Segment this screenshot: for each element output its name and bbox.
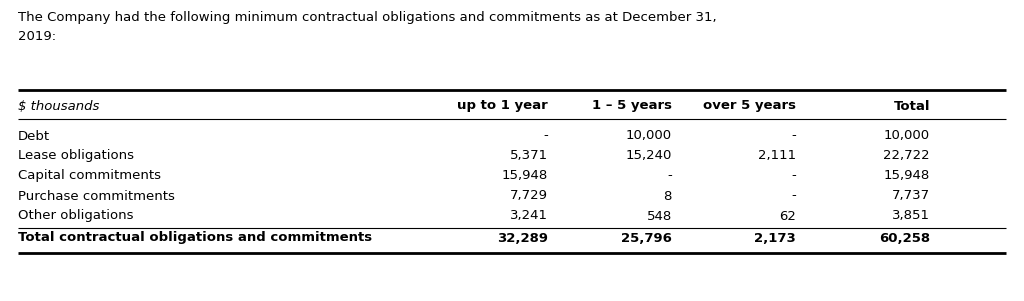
Text: Lease obligations: Lease obligations bbox=[18, 150, 134, 163]
Text: -: - bbox=[792, 129, 796, 142]
Text: Capital commitments: Capital commitments bbox=[18, 169, 161, 182]
Text: 3,241: 3,241 bbox=[510, 209, 548, 222]
Text: 15,240: 15,240 bbox=[626, 150, 672, 163]
Text: -: - bbox=[668, 169, 672, 182]
Text: 7,737: 7,737 bbox=[892, 190, 930, 203]
Text: Purchase commitments: Purchase commitments bbox=[18, 190, 175, 203]
Text: up to 1 year: up to 1 year bbox=[458, 100, 548, 113]
Text: Other obligations: Other obligations bbox=[18, 209, 133, 222]
Text: 8: 8 bbox=[664, 190, 672, 203]
Text: 2,111: 2,111 bbox=[758, 150, 796, 163]
Text: 5,371: 5,371 bbox=[510, 150, 548, 163]
Text: The Company had the following minimum contractual obligations and commitments as: The Company had the following minimum co… bbox=[18, 11, 717, 24]
Text: -: - bbox=[544, 129, 548, 142]
Text: 32,289: 32,289 bbox=[497, 231, 548, 244]
Text: 7,729: 7,729 bbox=[510, 190, 548, 203]
Text: Total contractual obligations and commitments: Total contractual obligations and commit… bbox=[18, 231, 372, 244]
Text: 548: 548 bbox=[647, 209, 672, 222]
Text: 15,948: 15,948 bbox=[884, 169, 930, 182]
Text: over 5 years: over 5 years bbox=[703, 100, 796, 113]
Text: 25,796: 25,796 bbox=[622, 231, 672, 244]
Text: 60,258: 60,258 bbox=[879, 231, 930, 244]
Text: Total: Total bbox=[894, 100, 930, 113]
Text: $ thousands: $ thousands bbox=[18, 100, 99, 113]
Text: 2019:: 2019: bbox=[18, 29, 56, 42]
Text: -: - bbox=[792, 169, 796, 182]
Text: 10,000: 10,000 bbox=[626, 129, 672, 142]
Text: Debt: Debt bbox=[18, 129, 50, 142]
Text: 15,948: 15,948 bbox=[502, 169, 548, 182]
Text: 1 – 5 years: 1 – 5 years bbox=[592, 100, 672, 113]
Text: -: - bbox=[792, 190, 796, 203]
Text: 22,722: 22,722 bbox=[884, 150, 930, 163]
Text: 10,000: 10,000 bbox=[884, 129, 930, 142]
Text: 2,173: 2,173 bbox=[755, 231, 796, 244]
Text: 3,851: 3,851 bbox=[892, 209, 930, 222]
Text: 62: 62 bbox=[779, 209, 796, 222]
